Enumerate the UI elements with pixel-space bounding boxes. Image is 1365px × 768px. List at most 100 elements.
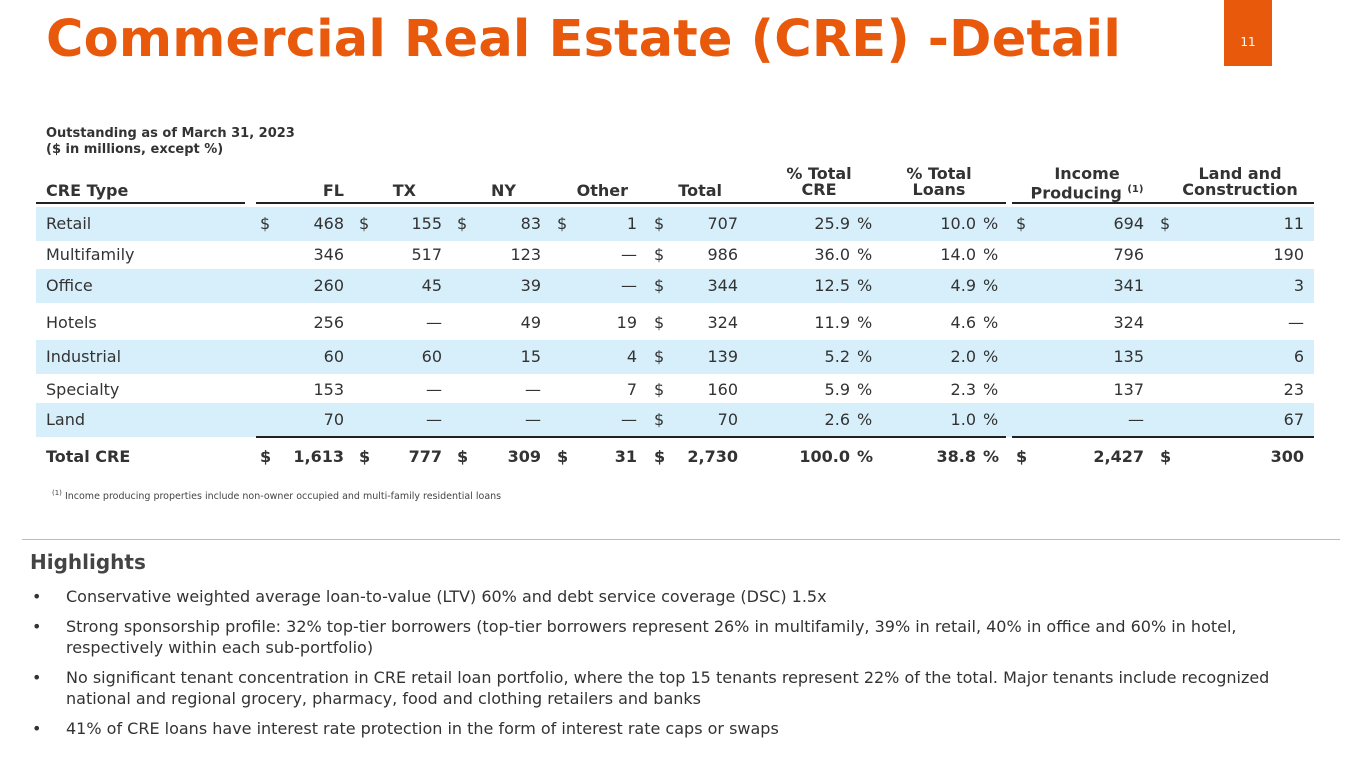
header-income-producing: Income Producing (1) — [1012, 166, 1162, 201]
cell-other: 19 — [616, 313, 637, 332]
cell-land: 6 — [1293, 347, 1304, 366]
page-title: Commercial Real Estate (CRE) -Detail — [46, 10, 1122, 69]
cell-pct-cre: 36.0 — [814, 245, 850, 264]
bullet-icon: • — [32, 587, 42, 606]
cell-fl: 60 — [323, 347, 344, 366]
table-row: Land 70 — — — $ 70 2.6 % 1.0 % — 67 — [36, 403, 1314, 437]
cell-total-currency: $ — [654, 245, 665, 264]
cell-fl: 153 — [313, 380, 344, 399]
header-rule — [1012, 202, 1314, 204]
table-row: Industrial 60 60 15 4 $ 139 5.2 % 2.0 % … — [36, 340, 1314, 374]
cell-income: 341 — [1113, 276, 1144, 295]
cell-pct-cre: 5.2 — [824, 347, 850, 366]
footnote: (1) Income producing properties include … — [52, 489, 501, 502]
cell-type: Multifamily — [46, 245, 135, 264]
table-row: Multifamily 346 517 123 — $ 986 36.0 % 1… — [36, 238, 1314, 272]
cell-fl-currency: $ — [260, 447, 272, 466]
cell-ny-currency: $ — [457, 214, 468, 233]
header-fl: FL — [322, 181, 344, 200]
table-caption: Outstanding as of March 31, 2023 ($ in m… — [46, 126, 295, 158]
cell-tx: — — [426, 313, 442, 332]
highlights-list: • Conservative weighted average loan-to-… — [30, 586, 1330, 748]
cell-pct-loans: 4.6 — [950, 313, 976, 332]
cell-other-currency: $ — [557, 447, 569, 466]
cell-ny: — — [525, 410, 541, 429]
cell-tx: 155 — [411, 214, 442, 233]
header-pct-cre-line2: CRE — [801, 180, 837, 199]
cell-total: 344 — [707, 276, 738, 295]
cell-pct-cre-sign: % — [857, 214, 873, 233]
cell-pct-loans: 2.3 — [950, 380, 976, 399]
cell-total: 160 — [707, 380, 738, 399]
caption-date: Outstanding as of March 31, 2023 — [46, 126, 295, 141]
cell-tx: — — [426, 380, 442, 399]
cell-pct-loans-sign: % — [983, 410, 999, 429]
cell-ny: 49 — [520, 313, 541, 332]
cell-tx: 777 — [408, 447, 442, 466]
cell-total-currency: $ — [654, 347, 665, 366]
header-cre-type: CRE Type — [46, 181, 129, 200]
list-item-text: 41% of CRE loans have interest rate prot… — [66, 719, 779, 738]
cell-income: 2,427 — [1093, 447, 1144, 466]
section-divider — [22, 539, 1340, 540]
header-pct-cre-line1: % Total — [786, 164, 852, 183]
header-income-line2: Producing (1) — [1012, 182, 1162, 201]
cell-other: 31 — [614, 447, 637, 466]
cell-pct-cre-sign: % — [857, 313, 873, 332]
cell-pct-cre: 5.9 — [824, 380, 850, 399]
cell-ny: 123 — [510, 245, 541, 264]
table-row: Specialty 153 — — 7 $ 160 5.9 % 2.3 % 13… — [36, 373, 1314, 407]
cell-pct-loans: 14.0 — [940, 245, 976, 264]
header-land-line2: Construction — [1182, 180, 1298, 199]
cell-pct-cre-sign: % — [857, 380, 873, 399]
cell-pct-loans: 4.9 — [950, 276, 976, 295]
cell-pct-cre-sign: % — [857, 245, 873, 264]
cell-tx: 517 — [411, 245, 442, 264]
cell-land-currency: $ — [1160, 447, 1172, 466]
cell-other-currency: $ — [557, 214, 568, 233]
cell-other: 1 — [626, 214, 637, 233]
cell-total: 70 — [717, 410, 738, 429]
cell-total-currency: $ — [654, 447, 666, 466]
cell-tx-currency: $ — [359, 447, 371, 466]
cell-pct-cre-sign: % — [857, 447, 874, 466]
cell-land: 67 — [1283, 410, 1304, 429]
cell-pct-loans-sign: % — [983, 276, 999, 295]
cell-other: — — [621, 276, 637, 295]
cell-pct-loans-sign: % — [983, 380, 999, 399]
cell-income-currency: $ — [1016, 447, 1028, 466]
cell-pct-loans: 1.0 — [950, 410, 976, 429]
cell-total-currency: $ — [654, 410, 665, 429]
table-total-row: Total CRE $ 1,613 $ 777 $ 309 $ 31 $ 2,7… — [36, 440, 1314, 474]
bullet-icon: • — [32, 719, 42, 738]
cell-ny-currency: $ — [457, 447, 469, 466]
header-pct-loans-line2: Loans — [912, 180, 966, 199]
cell-fl-currency: $ — [260, 214, 271, 233]
cell-pct-loans-sign: % — [983, 447, 1000, 466]
total-rule — [256, 436, 1006, 438]
cell-type: Office — [46, 276, 93, 295]
cell-pct-loans-sign: % — [983, 313, 999, 332]
cell-ny: — — [525, 380, 541, 399]
footnote-text: Income producing properties include non-… — [64, 491, 502, 503]
cell-type: Specialty — [46, 380, 120, 399]
cell-fl: 256 — [313, 313, 344, 332]
cell-total: 2,730 — [687, 447, 738, 466]
cell-pct-loans: 38.8 — [936, 447, 976, 466]
cell-pct-loans: 2.0 — [950, 347, 976, 366]
header-income-footnote-ref: (1) — [1127, 184, 1144, 195]
cell-fl: 346 — [313, 245, 344, 264]
list-item-text: Strong sponsorship profile: 32% top-tier… — [66, 617, 1237, 657]
page-number-badge: 11 — [1224, 0, 1272, 66]
list-item: • Conservative weighted average loan-to-… — [30, 586, 1330, 607]
cell-pct-cre-sign: % — [857, 410, 873, 429]
header-other: Other — [576, 181, 628, 200]
cell-other: 4 — [626, 347, 637, 366]
cell-land: 190 — [1273, 245, 1304, 264]
cell-other: — — [621, 245, 637, 264]
cell-pct-loans-sign: % — [983, 214, 999, 233]
header-income-line1: Income — [1054, 164, 1120, 183]
cell-total: 139 — [707, 347, 738, 366]
cell-income: 137 — [1113, 380, 1144, 399]
header-rule — [256, 202, 1006, 204]
